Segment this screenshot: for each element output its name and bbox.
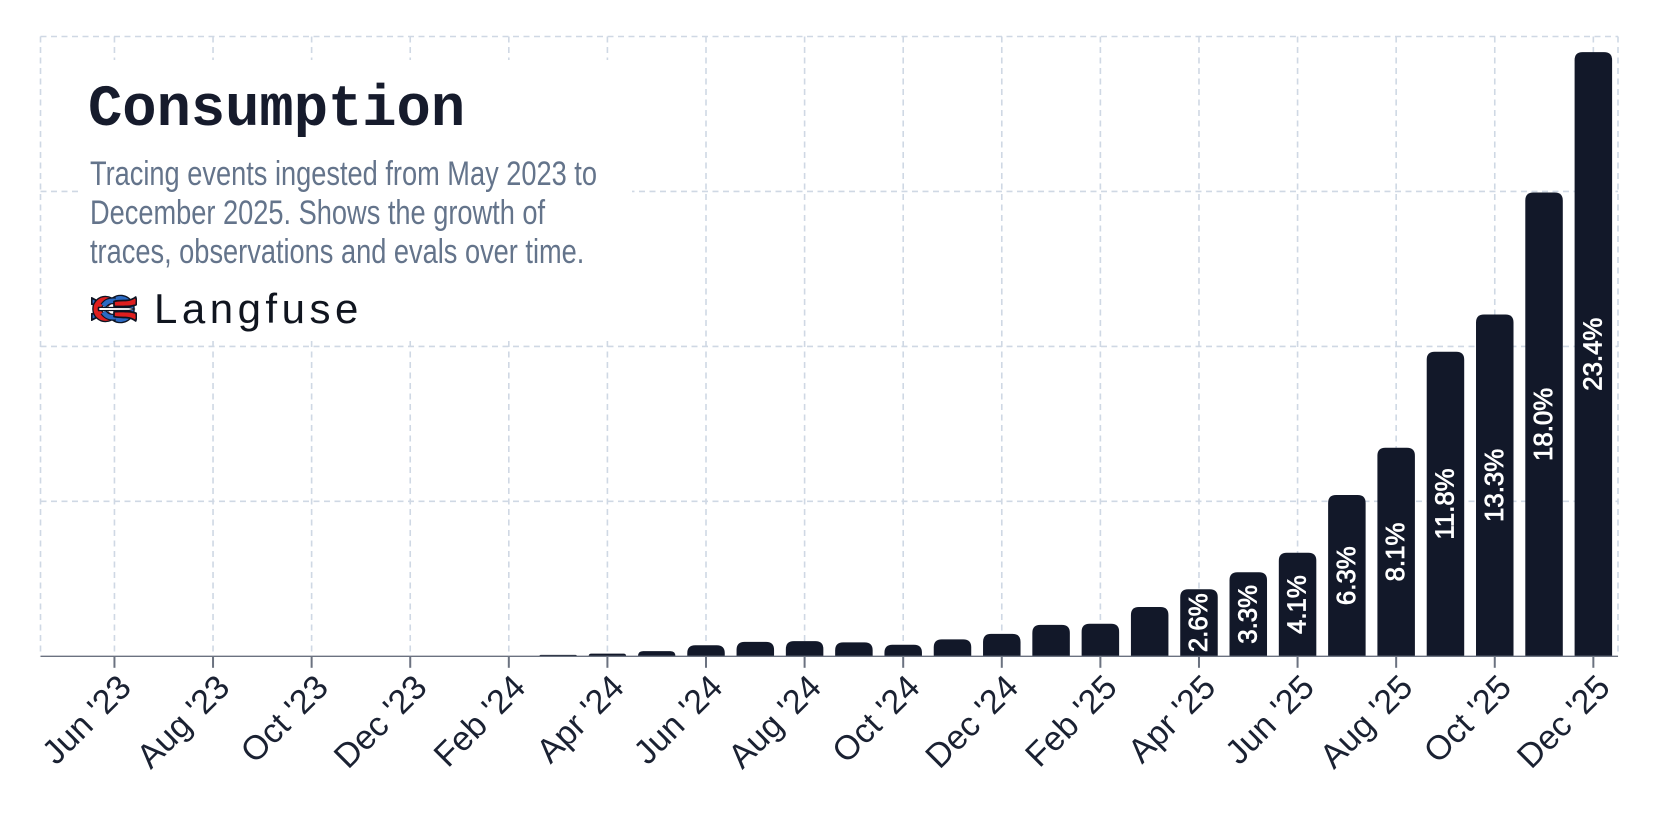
svg-text:Aug '23: Aug '23: [130, 668, 238, 776]
svg-text:Dec '24: Dec '24: [918, 668, 1026, 776]
svg-text:Apr '24: Apr '24: [529, 668, 631, 770]
svg-text:Apr '25: Apr '25: [1121, 668, 1223, 770]
svg-text:Feb '24: Feb '24: [427, 668, 533, 774]
svg-text:Oct '25: Oct '25: [1417, 668, 1519, 770]
svg-text:Aug '24: Aug '24: [721, 668, 829, 776]
svg-text:23.4%: 23.4%: [1579, 318, 1607, 391]
svg-text:Oct '24: Oct '24: [825, 668, 927, 770]
svg-text:8.1%: 8.1%: [1382, 523, 1410, 582]
svg-text:Dec '23: Dec '23: [327, 668, 435, 776]
svg-text:2.6%: 2.6%: [1185, 593, 1213, 652]
svg-text:Aug '25: Aug '25: [1313, 668, 1421, 776]
svg-text:13.3%: 13.3%: [1481, 449, 1509, 522]
svg-text:6.3%: 6.3%: [1333, 546, 1361, 605]
svg-text:3.3%: 3.3%: [1234, 585, 1262, 644]
svg-text:Feb '25: Feb '25: [1018, 668, 1124, 774]
svg-text:Jun '25: Jun '25: [1218, 668, 1322, 772]
svg-text:Oct '23: Oct '23: [233, 668, 335, 770]
svg-text:11.8%: 11.8%: [1431, 468, 1459, 539]
svg-text:4.1%: 4.1%: [1284, 575, 1312, 634]
svg-text:Dec '25: Dec '25: [1510, 668, 1618, 776]
svg-text:Jun '24: Jun '24: [627, 668, 731, 772]
svg-text:Jun '23: Jun '23: [35, 668, 139, 772]
svg-text:18.0%: 18.0%: [1530, 388, 1558, 461]
